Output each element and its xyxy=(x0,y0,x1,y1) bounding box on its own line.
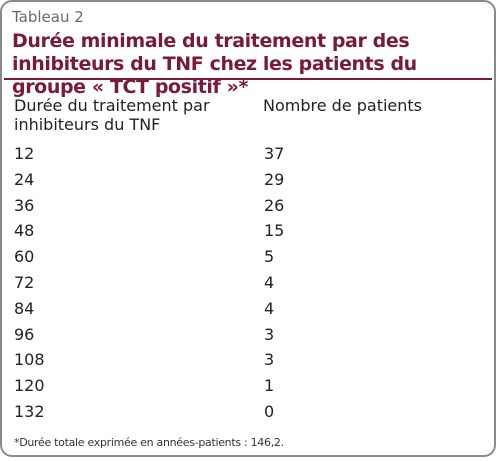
table-title: Durée minimale du traitement par des inh… xyxy=(12,30,417,98)
column-header-patients: Nombre de patients xyxy=(263,96,423,115)
cell-patients: 4 xyxy=(264,298,275,318)
cell-patients: 3 xyxy=(264,350,275,370)
cell-duration: 84 xyxy=(14,298,35,318)
title-divider xyxy=(4,78,492,80)
table-row: 60 5 xyxy=(2,245,492,271)
table-label: Tableau 2 xyxy=(12,8,84,26)
cell-duration: 24 xyxy=(14,169,35,189)
cell-duration: 72 xyxy=(14,273,35,292)
table-row: 96 3 xyxy=(2,323,492,349)
table-row: 120 1 xyxy=(2,374,492,400)
cell-duration: 96 xyxy=(14,324,35,344)
cell-patients: 4 xyxy=(264,273,275,292)
table-row: 24 29 xyxy=(2,168,492,194)
cell-patients: 29 xyxy=(264,169,285,189)
table-row: 72 4 xyxy=(2,271,492,297)
table-row: 48 15 xyxy=(2,219,492,245)
table-row: 108 3 xyxy=(2,348,492,374)
cell-duration: 108 xyxy=(14,350,45,370)
cell-duration: 36 xyxy=(14,195,35,215)
cell-patients: 3 xyxy=(264,324,275,344)
cell-patients: 26 xyxy=(264,195,285,215)
cell-duration: 132 xyxy=(14,402,45,421)
table-row: 132 0 xyxy=(2,400,492,426)
cell-duration: 12 xyxy=(14,144,35,163)
cell-duration: 48 xyxy=(14,221,35,241)
cell-duration: 120 xyxy=(14,376,45,396)
cell-duration: 60 xyxy=(14,247,35,267)
table-row: 84 4 xyxy=(2,297,492,323)
cell-patients: 0 xyxy=(264,402,275,421)
cell-patients: 37 xyxy=(264,144,285,163)
column-header-duration: Durée du traitement par inhibiteurs du T… xyxy=(14,96,210,134)
cell-patients: 5 xyxy=(264,247,275,267)
table-footnote: *Durée totale exprimée en années-patient… xyxy=(14,436,284,449)
table-row: 36 26 xyxy=(2,194,492,220)
table-row: 12 37 xyxy=(2,142,492,168)
cell-patients: 1 xyxy=(264,376,275,396)
cell-patients: 15 xyxy=(264,221,285,241)
